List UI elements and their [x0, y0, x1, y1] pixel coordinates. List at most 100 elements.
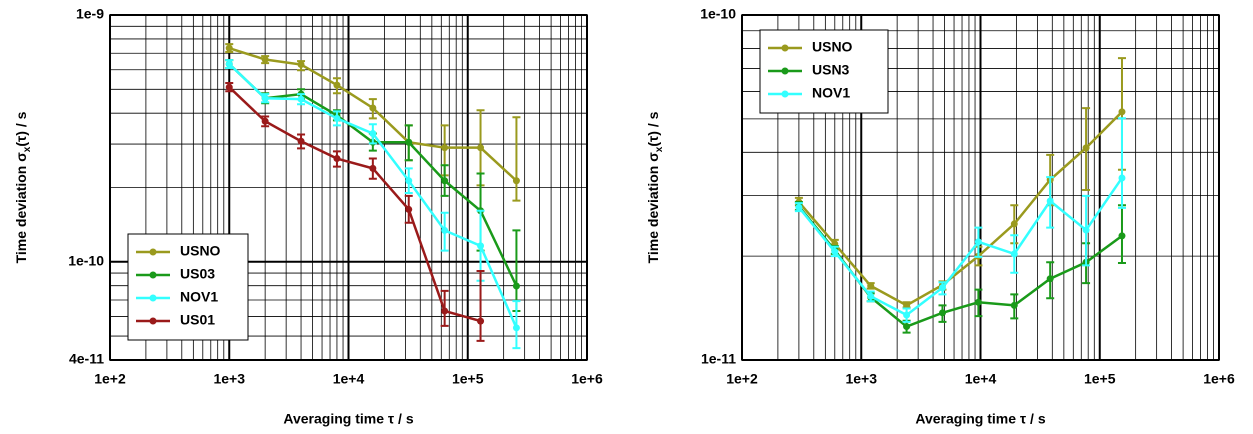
y-label-text: (τ) / s — [13, 111, 29, 146]
legend-label: USN3 — [812, 62, 850, 78]
data-point — [369, 164, 377, 172]
data-point — [1046, 275, 1054, 283]
data-point — [225, 83, 233, 91]
x-axis-label: Averaging time τ / s — [283, 411, 413, 427]
data-point — [974, 298, 982, 306]
plot-frame — [741, 14, 1220, 361]
legend-label: USNO — [812, 39, 853, 55]
x-axis-label: Averaging time τ / s — [915, 411, 1045, 427]
y-tick-label: 4e-11 — [69, 351, 104, 367]
legend-label: USNO — [180, 243, 221, 259]
data-point — [1118, 174, 1126, 182]
y-label-text: (τ) / s — [645, 111, 661, 146]
data-point — [297, 95, 305, 103]
data-point — [1010, 250, 1018, 258]
x-tick-label: 1e+5 — [1084, 371, 1116, 387]
x-tick-label: 1e+2 — [94, 371, 126, 387]
data-point — [225, 60, 233, 68]
data-point — [938, 309, 946, 317]
data-point — [1010, 220, 1018, 228]
data-point — [333, 114, 341, 122]
data-point — [405, 177, 413, 185]
data-point — [261, 117, 269, 125]
data-point — [1118, 232, 1126, 240]
data-point — [297, 137, 305, 145]
data-point — [867, 282, 875, 290]
data-point — [405, 138, 413, 146]
legend-marker — [149, 294, 157, 302]
y-tick-label: 1e-9 — [76, 6, 104, 22]
legend-label: US01 — [180, 312, 215, 328]
x-tick-label: 1e+6 — [1203, 371, 1235, 387]
data-point — [441, 226, 449, 234]
data-point — [512, 282, 520, 290]
data-point — [225, 44, 233, 52]
data-point — [261, 56, 269, 64]
y-axis-label: Time deviation σx(τ) / s — [645, 111, 665, 263]
plot-frame — [109, 14, 588, 361]
data-point — [441, 144, 449, 152]
data-point — [1046, 197, 1054, 205]
error-bar — [476, 269, 485, 342]
data-point — [333, 155, 341, 163]
data-point — [477, 317, 485, 325]
legend-marker — [149, 317, 157, 325]
y-label-text: Time deviation σ — [645, 152, 661, 264]
chart: 1e+2 1e+3 1e+4 1e+5 1e+6 1e-11 1e-10 Averaging … — [645, 6, 1235, 427]
legend-marker — [781, 90, 789, 98]
data-point — [903, 323, 911, 331]
y-tick-label: 1e-11 — [701, 351, 736, 367]
data-point — [1010, 301, 1018, 309]
x-tick-label: 1e+3 — [213, 371, 245, 387]
chart: 1e+2 1e+3 1e+4 1e+5 1e+6 4e-11 1e-10 1e-9 Averag… — [13, 6, 603, 427]
data-point — [974, 238, 982, 246]
y-label-sub: x — [22, 146, 33, 152]
error-bar — [512, 116, 521, 202]
legend-marker — [781, 67, 789, 75]
data-point — [938, 284, 946, 292]
data-point — [441, 177, 449, 185]
data-point — [831, 248, 839, 256]
y-tick-label: 1e-10 — [68, 252, 104, 268]
data-point — [477, 242, 485, 250]
data-point — [405, 205, 413, 213]
legend-label: NOV1 — [180, 289, 218, 305]
y-label-text: Time deviation σ — [13, 152, 29, 264]
data-point — [369, 130, 377, 138]
x-tick-label: 1e+2 — [726, 371, 758, 387]
data-point — [297, 61, 305, 69]
data-point — [1082, 144, 1090, 152]
data-point — [477, 144, 485, 152]
legend-label: US03 — [180, 266, 215, 282]
x-tick-label: 1e+6 — [571, 371, 603, 387]
data-point — [512, 324, 520, 332]
y-label-sub: x — [654, 146, 665, 152]
legend-marker — [149, 271, 157, 279]
data-point — [333, 81, 341, 89]
x-tick-label: 1e+5 — [452, 371, 484, 387]
series-line — [228, 86, 481, 323]
data-point — [512, 177, 520, 185]
x-tick-label: 1e+4 — [965, 371, 997, 387]
data-point — [441, 307, 449, 315]
data-point — [369, 104, 377, 112]
data-point — [261, 94, 269, 102]
series-line — [797, 110, 1123, 307]
data-point — [795, 203, 803, 211]
x-tick-label: 1e+3 — [845, 371, 877, 387]
data-point — [903, 311, 911, 319]
legend-marker — [781, 44, 789, 52]
data-point — [867, 292, 875, 300]
series-line — [797, 177, 1124, 317]
data-point — [1082, 226, 1090, 234]
data-point — [903, 301, 911, 309]
x-tick-label: 1e+4 — [333, 371, 365, 387]
legend: USNO USN3 NOV1 — [759, 29, 889, 114]
y-tick-label: 1e-10 — [700, 6, 736, 22]
legend-marker — [149, 248, 157, 256]
y-axis-label: Time deviation σx(τ) / s — [13, 111, 33, 263]
data-point — [1118, 108, 1126, 116]
error-bar — [512, 229, 521, 312]
legend: USNO US03 NOV1 US01 — [127, 233, 249, 341]
